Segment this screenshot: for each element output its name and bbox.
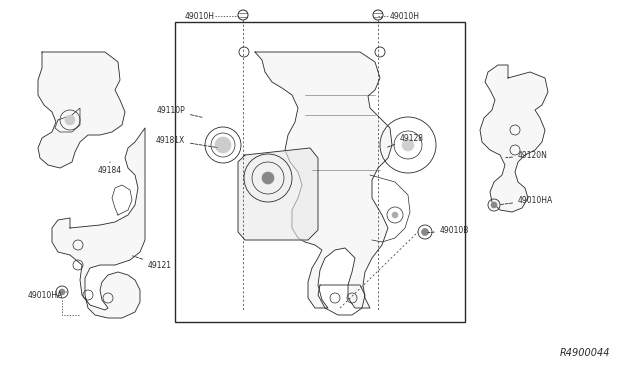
Text: 49120N: 49120N xyxy=(506,151,548,160)
Text: 49110P: 49110P xyxy=(156,106,202,118)
Text: 49010H: 49010H xyxy=(390,12,420,20)
Bar xyxy=(175,22,465,322)
Polygon shape xyxy=(52,128,145,318)
Text: 49121: 49121 xyxy=(132,256,172,269)
Polygon shape xyxy=(238,148,318,240)
Circle shape xyxy=(491,202,497,208)
Text: 49128: 49128 xyxy=(388,134,424,147)
Circle shape xyxy=(402,139,414,151)
Polygon shape xyxy=(480,65,548,212)
Text: R4900044: R4900044 xyxy=(560,348,611,358)
Circle shape xyxy=(262,172,274,184)
Text: 49010B: 49010B xyxy=(428,225,469,234)
Circle shape xyxy=(59,289,65,295)
Circle shape xyxy=(392,212,398,218)
Circle shape xyxy=(215,137,231,153)
Text: 49010HA: 49010HA xyxy=(500,196,553,205)
Circle shape xyxy=(422,228,429,235)
Circle shape xyxy=(65,115,75,125)
Text: 49010H: 49010H xyxy=(185,12,215,20)
Text: 49010HA: 49010HA xyxy=(28,291,67,299)
Text: 49181X: 49181X xyxy=(156,135,217,148)
Polygon shape xyxy=(38,52,125,168)
Text: 49184: 49184 xyxy=(98,162,122,174)
Polygon shape xyxy=(255,52,392,308)
